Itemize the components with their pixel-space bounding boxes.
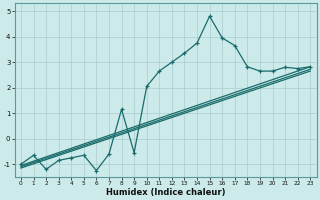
X-axis label: Humidex (Indice chaleur): Humidex (Indice chaleur) xyxy=(106,188,225,197)
